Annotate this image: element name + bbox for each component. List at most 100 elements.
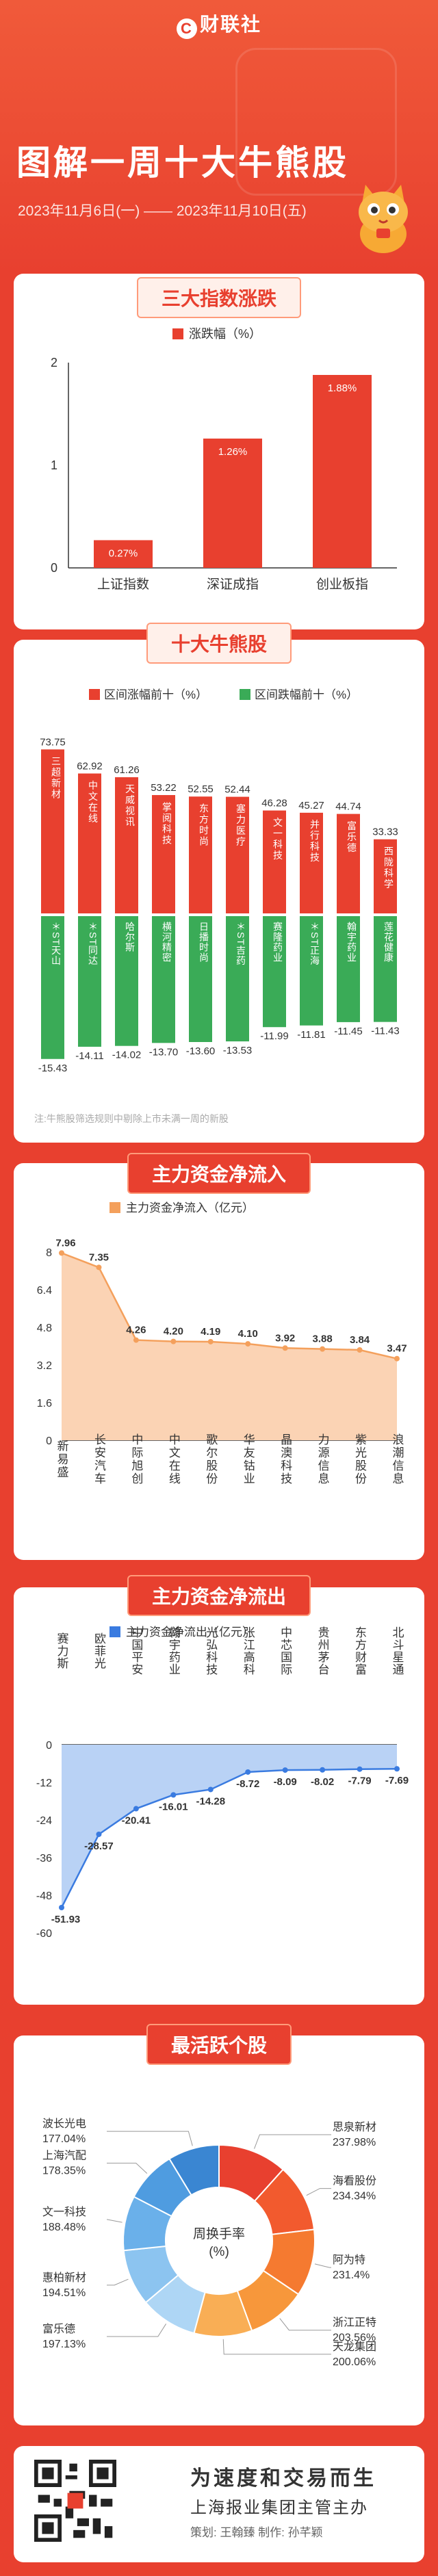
slice-value-label: 200.06% <box>333 2356 376 2368</box>
bar-down <box>152 916 175 1043</box>
data-label: -16.01 <box>159 1801 188 1812</box>
x-tick-label: 赛力斯 <box>55 1632 69 1669</box>
bar-down <box>41 916 64 1059</box>
data-label: 7.35 <box>89 1251 109 1263</box>
slice-value-label: 237.98% <box>333 2137 376 2148</box>
y-tick-label: 3.2 <box>37 1360 52 1372</box>
slice-value-label: 203.56% <box>333 2332 376 2344</box>
slice-label: 海看股份 <box>333 2175 376 2187</box>
data-point <box>170 1792 177 1798</box>
bar-up <box>263 810 286 913</box>
data-label: -20.41 <box>122 1815 151 1827</box>
bar-down <box>374 916 397 1022</box>
slogan: 为速度和交易而生 <box>190 2467 376 2490</box>
active-title-text: 最活跃个股 <box>146 2024 292 2065</box>
y-tick-label: 0 <box>46 1435 52 1447</box>
center-label-unit: (%) <box>209 2245 229 2259</box>
data-label: 0.27% <box>109 548 138 560</box>
data-point <box>320 1767 326 1773</box>
category-label-down: 日播时尚 <box>198 922 209 963</box>
data-point <box>282 1767 288 1773</box>
data-label: 4.10 <box>238 1328 258 1340</box>
slice-value-label: 231.4% <box>333 2269 370 2281</box>
y-tick-label: 1 <box>51 458 57 472</box>
data-label: 7.96 <box>55 1237 75 1249</box>
bar-up <box>226 796 249 913</box>
slice-label: 惠柏新材 <box>42 2272 86 2284</box>
category-label-down: ＊ST天山 <box>51 922 62 966</box>
data-label: 3.88 <box>313 1333 333 1345</box>
active-donut-chart: 思泉新材 237.98% 海看股份 234.34% 阿为特 231.4% 浙江正特 203.5… <box>42 2118 376 2368</box>
series-line <box>61 1252 398 1359</box>
data-point <box>245 1341 251 1347</box>
leader-line <box>279 2318 331 2331</box>
category-label-up: 塞力医疗 <box>235 803 246 848</box>
bar-down <box>78 916 101 1047</box>
x-tick-label: 贵州茅台 <box>316 1626 330 1676</box>
data-label: 3.92 <box>275 1332 295 1344</box>
category-label-up: 中文在线 <box>88 781 99 824</box>
category-label-up: 西陇科学 <box>383 846 394 890</box>
x-tick-label: 歌尔股份 <box>204 1433 218 1485</box>
y-tick-label: 1.6 <box>37 1398 52 1409</box>
bar-down <box>115 916 138 1046</box>
x-tick-label: 紫光股份 <box>353 1433 367 1485</box>
x-tick-label: 新易盛 <box>55 1440 69 1479</box>
category-label-up: 东方时尚 <box>198 803 209 847</box>
slice-label: 文一科技 <box>42 2206 86 2218</box>
qr-code-icon[interactable] <box>34 2460 116 2542</box>
data-label-down: -14.11 <box>75 1050 103 1062</box>
slice-label: 波长光电 <box>42 2118 86 2130</box>
data-label-down: -13.60 <box>186 1045 216 1057</box>
category-label-up: 天威视讯 <box>125 784 136 828</box>
legend-label: 主力资金净流出（亿元） <box>126 1626 254 1639</box>
data-label: 4.19 <box>201 1326 220 1338</box>
data-point <box>59 1250 64 1256</box>
data-label: 1.88% <box>328 382 357 394</box>
legend-label-down: 区间跌幅前十（%） <box>255 688 358 701</box>
leader-line <box>107 2219 123 2223</box>
active-card <box>14 2035 424 2425</box>
x-tick-label: 中文在线 <box>167 1433 180 1485</box>
bar-up <box>300 812 323 913</box>
x-tick-label: 欧菲光 <box>92 1632 106 1669</box>
data-label-down: -13.70 <box>149 1046 179 1058</box>
y-tick-label: 4.8 <box>37 1323 52 1334</box>
x-tick-label: 长安汽车 <box>92 1433 106 1485</box>
bar <box>94 540 153 568</box>
inflow-section-title: 主力资金净流入 <box>0 1153 438 1194</box>
inflow-chart: 主力资金净流入（亿元） 0 1.6 3.2 4.8 6.4 87.96 新易盛 7.35 长安汽车… <box>37 1201 407 1485</box>
data-point <box>394 1766 400 1772</box>
data-point <box>357 1766 363 1772</box>
leader-line <box>107 2278 129 2286</box>
leader-line <box>254 2134 331 2149</box>
category-label-down: ＊ST正海 <box>309 922 320 966</box>
data-point <box>96 1264 102 1271</box>
data-point <box>320 1346 326 1352</box>
bullbear-section-title: 十大牛熊股 <box>0 623 438 664</box>
bar <box>313 375 372 568</box>
bar <box>203 439 262 568</box>
data-label: -14.28 <box>196 1795 226 1807</box>
y-tick-label: 2 <box>51 356 57 369</box>
data-label: 1.26% <box>218 446 248 458</box>
data-point <box>59 1905 64 1911</box>
data-label-down: -14.02 <box>112 1050 142 1061</box>
data-label: 4.26 <box>126 1325 146 1336</box>
x-tick-label: 浪潮信息 <box>391 1433 404 1485</box>
bar-up <box>374 839 397 913</box>
data-label-down: -11.99 <box>260 1030 288 1042</box>
data-label: -28.57 <box>84 1840 114 1852</box>
y-tick-label: -36 <box>36 1853 52 1864</box>
x-tick-label: 创业板指 <box>316 577 368 592</box>
category-label-up: 三超新材 <box>51 756 62 800</box>
leader-line <box>306 2188 331 2196</box>
bar-down <box>337 916 360 1022</box>
category-label-down: 哈尔斯 <box>125 922 136 952</box>
data-label-up: 52.55 <box>188 783 214 795</box>
slice-value-label: 177.04% <box>42 2133 86 2145</box>
leader-line <box>107 2163 148 2174</box>
legend-swatch-up <box>89 689 100 700</box>
data-point <box>96 1831 102 1837</box>
data-label-up: 45.27 <box>298 800 324 811</box>
